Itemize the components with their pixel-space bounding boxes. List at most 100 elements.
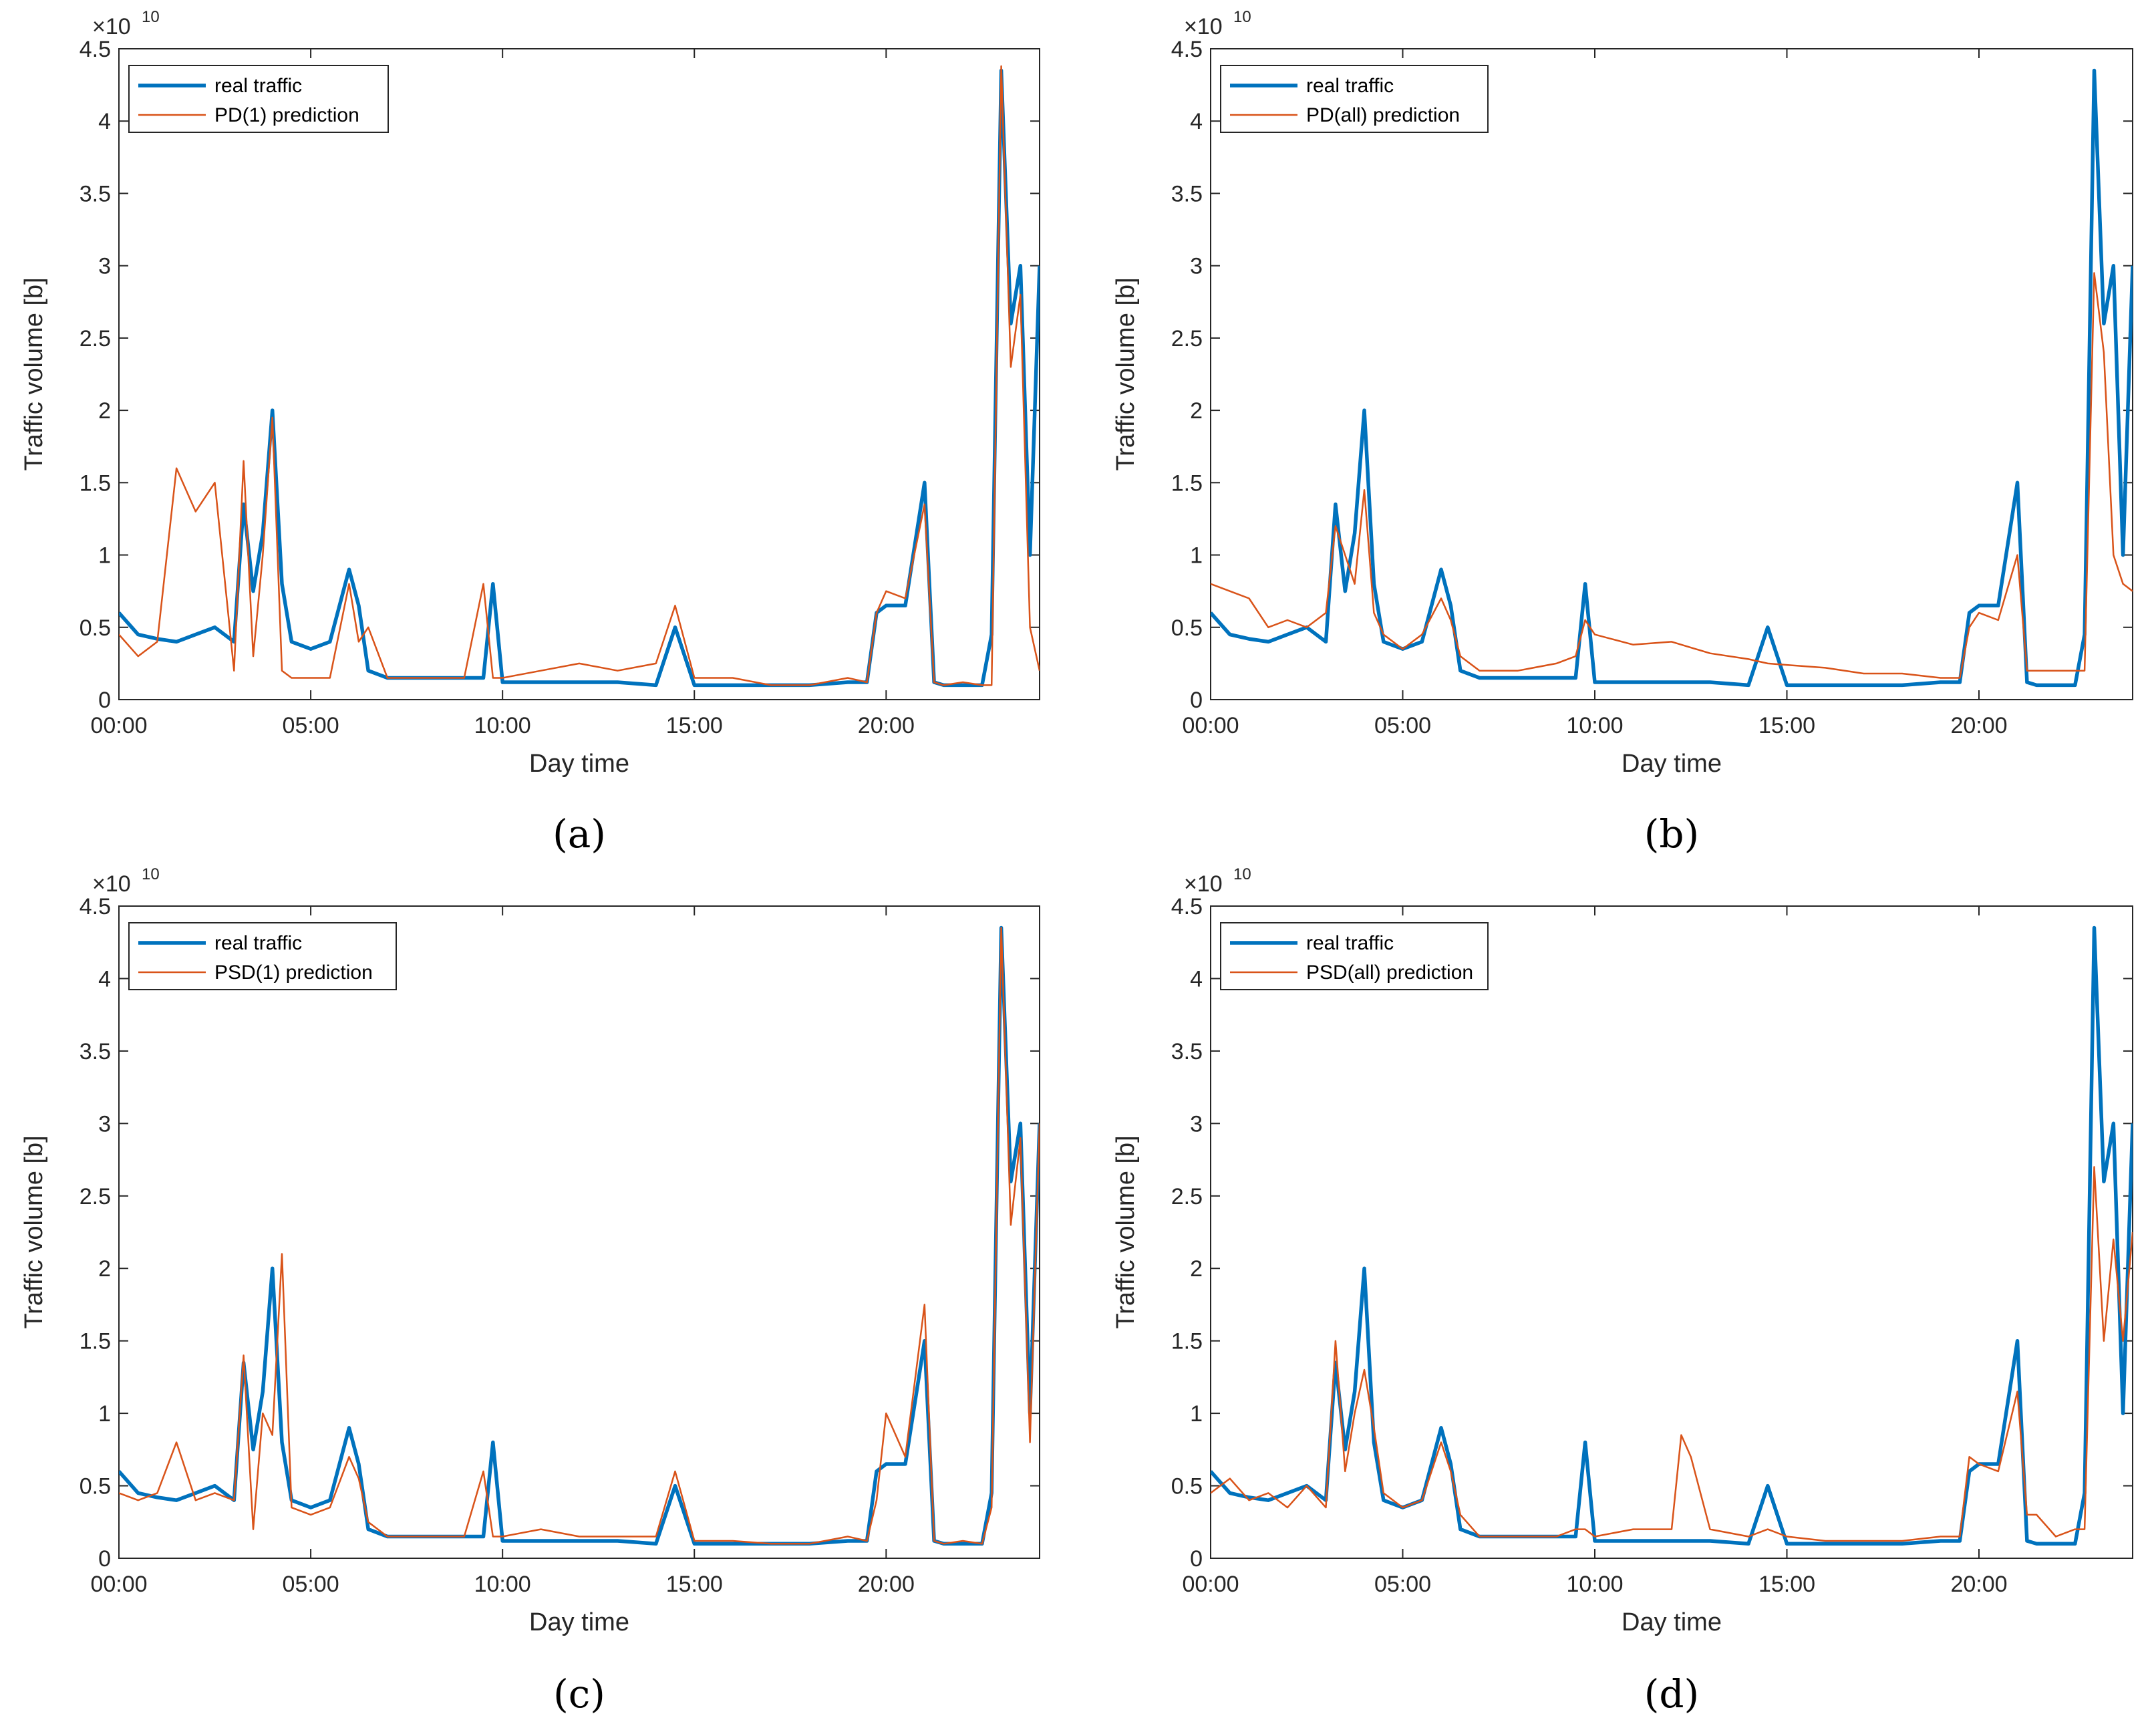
legend-entry: real traffic <box>1306 932 1394 954</box>
panel-label: (c) <box>553 1671 605 1717</box>
y-tick-label: 0.5 <box>80 615 111 641</box>
axes-box <box>118 905 1040 1559</box>
y-tick-label: 3.5 <box>80 1039 111 1064</box>
y-tick-label: 4 <box>1190 109 1203 134</box>
chart-panel-c: 0 0.5 1 1.5 2 2.5 3 3.5 4 4.5 00:00 05:00 10:00 15:00… <box>20 865 1040 1717</box>
y-tick-label: 0 <box>98 688 111 713</box>
y-tick-label: 4 <box>1190 966 1203 992</box>
y-axis-label: Traffic volume [b] <box>20 1135 48 1328</box>
y-tick-label: 1.5 <box>80 1329 111 1354</box>
series-real-traffic <box>119 925 1040 1546</box>
y-tick-label: 2 <box>98 398 111 424</box>
y-axis-label: Traffic volume [b] <box>1112 277 1140 470</box>
y-exponent: ×10 <box>92 14 131 39</box>
y-tick-label: 4 <box>98 966 111 992</box>
y-tick-label: 3 <box>98 254 111 279</box>
chart-panel-a: 0 0.5 1 1.5 2 2.5 3 3.5 4 4.5 00:00 05:00 10:00 15:00… <box>20 8 1040 857</box>
legend: real traffic PD(1) prediction <box>128 65 389 133</box>
y-tick-label: 3.5 <box>1171 181 1203 206</box>
y-tick-label: 2.5 <box>1171 326 1203 351</box>
y-tick-label: 0 <box>1190 1546 1203 1572</box>
y-tick-label: 4.5 <box>1171 894 1203 919</box>
x-tick-label: 15:00 <box>666 1572 723 1597</box>
x-tick-label: 15:00 <box>666 713 723 738</box>
y-exponent-power: 10 <box>1233 8 1251 26</box>
y-tick-label: 0 <box>1190 688 1203 713</box>
y-tick-label: 0 <box>98 1546 111 1572</box>
y-tick-label: 2 <box>1190 398 1203 424</box>
panel-label: (d) <box>1644 1671 1699 1717</box>
legend-entry: real traffic <box>214 75 302 97</box>
series-prediction <box>119 65 1040 686</box>
y-exponent-power: 10 <box>142 8 160 26</box>
y-tick-label: 2.5 <box>80 1184 111 1209</box>
x-tick-label: 10:00 <box>1566 713 1623 738</box>
y-exponent: ×10 <box>92 871 131 897</box>
y-tick-label: 1.5 <box>80 470 111 496</box>
x-tick-label: 15:00 <box>1758 713 1815 738</box>
y-tick-label: 4.5 <box>1171 37 1203 62</box>
panel-label: (b) <box>1644 811 1699 857</box>
y-tick-label: 0.5 <box>1171 1474 1203 1499</box>
panel-label: (a) <box>553 811 606 857</box>
legend-box <box>128 922 397 990</box>
chart-panel-b: 0 0.5 1 1.5 2 2.5 3 3.5 4 4.5 00:00 05:00 10:00 15:00… <box>1112 8 2133 857</box>
y-tick-label: 1 <box>98 1401 111 1427</box>
y-tick-label: 2.5 <box>80 326 111 351</box>
x-tick-label: 10:00 <box>1566 1572 1623 1597</box>
x-tick-label: 20:00 <box>858 1572 915 1597</box>
legend-entry: PSD(1) prediction <box>214 962 373 984</box>
y-exponent-power: 10 <box>1233 865 1251 883</box>
series-prediction <box>119 927 1040 1545</box>
legend: real traffic PSD(all) prediction <box>1220 922 1489 990</box>
axes-box <box>1210 48 2133 700</box>
y-tick-label: 3 <box>1190 1111 1203 1137</box>
series-real-traffic <box>1211 925 2133 1546</box>
legend-entry: PD(1) prediction <box>214 104 359 126</box>
y-tick-label: 4 <box>98 109 111 134</box>
x-tick-label: 05:00 <box>1374 713 1431 738</box>
x-tick-label: 00:00 <box>1182 713 1239 738</box>
y-tick-label: 1.5 <box>1171 470 1203 496</box>
x-tick-label: 20:00 <box>1950 1572 2007 1597</box>
y-tick-label: 3.5 <box>1171 1039 1203 1064</box>
x-tick-label: 20:00 <box>1950 713 2007 738</box>
x-tick-label: 20:00 <box>858 713 915 738</box>
x-tick-label: 10:00 <box>474 713 531 738</box>
x-tick-label: 15:00 <box>1758 1572 1815 1597</box>
y-tick-label: 1 <box>1190 543 1203 569</box>
x-axis-label: Day time <box>529 1608 629 1636</box>
x-tick-label: 10:00 <box>474 1572 531 1597</box>
y-axis-label: Traffic volume [b] <box>1112 1135 1140 1328</box>
legend: real traffic PD(all) prediction <box>1220 65 1489 133</box>
legend-entry: PSD(all) prediction <box>1306 962 1473 984</box>
series-real-traffic <box>119 68 1040 688</box>
x-axis-label: Day time <box>529 750 629 778</box>
y-tick-label: 3.5 <box>80 181 111 206</box>
series-prediction <box>1211 1166 2133 1542</box>
legend-box <box>128 65 389 133</box>
y-tick-label: 2.5 <box>1171 1184 1203 1209</box>
x-tick-label: 00:00 <box>90 1572 147 1597</box>
axes-box <box>118 48 1040 700</box>
y-tick-label: 2 <box>98 1256 111 1282</box>
y-exponent: ×10 <box>1184 14 1223 39</box>
legend-box <box>1220 65 1489 133</box>
x-tick-label: 05:00 <box>283 1572 339 1597</box>
y-exponent-power: 10 <box>142 865 160 883</box>
y-tick-label: 3 <box>98 1111 111 1137</box>
x-tick-label: 05:00 <box>283 713 339 738</box>
axes-box <box>1210 905 2133 1559</box>
y-tick-label: 0.5 <box>1171 615 1203 641</box>
series-real-traffic <box>1211 68 2133 688</box>
y-tick-label: 4.5 <box>80 894 111 919</box>
x-tick-label: 00:00 <box>90 713 147 738</box>
x-axis-label: Day time <box>1622 750 1722 778</box>
x-tick-label: 00:00 <box>1182 1572 1239 1597</box>
y-tick-label: 2 <box>1190 1256 1203 1282</box>
y-axis-label: Traffic volume [b] <box>20 277 48 470</box>
legend-entry: real traffic <box>214 932 302 954</box>
y-tick-label: 1 <box>98 543 111 569</box>
y-tick-label: 1.5 <box>1171 1329 1203 1354</box>
